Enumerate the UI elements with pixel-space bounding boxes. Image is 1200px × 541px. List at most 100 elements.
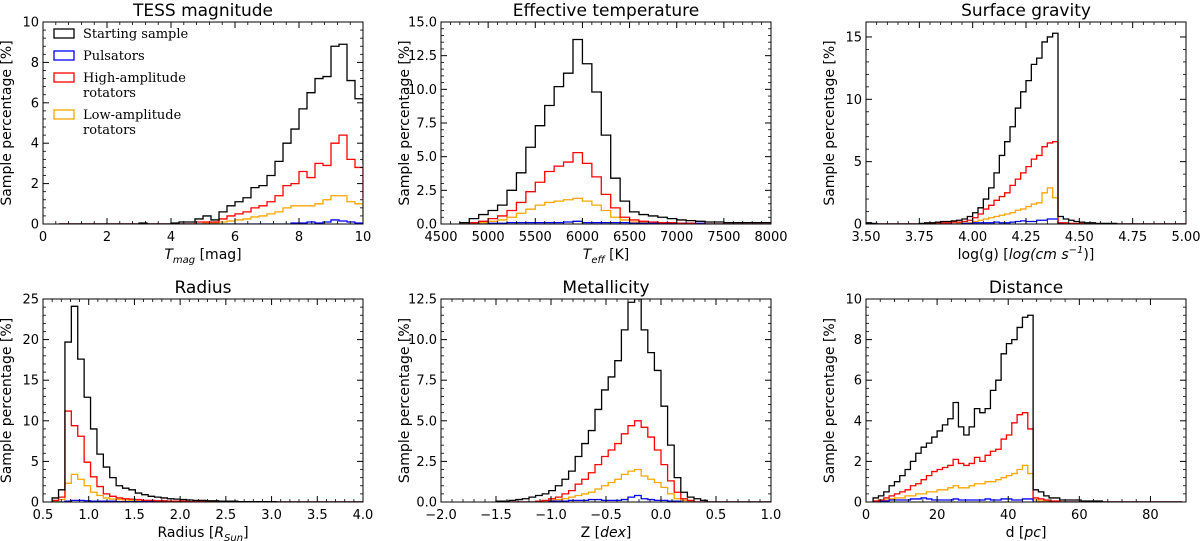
panel-5: −2.0 −1.5 −1.0 −0.5 0.0 0.5 1.0 0.0 2.5 5.0 7.5 10.… [397,278,782,541]
y-tick-label: 10 [845,293,862,308]
y-tick-label: 6 [31,96,39,111]
x-tick-label: 1.0 [78,508,99,523]
x-tick-label: 20 [929,508,946,523]
y-tick-label: 7.5 [416,117,437,132]
histogram-series-low [496,468,771,502]
axes-frame [440,21,772,225]
y-tick-label: 0 [31,496,39,511]
x-tick-label: 3.5 [307,508,328,523]
y-tick-label: 5.0 [416,414,437,429]
x-axis-label: log(g) [log(cm s−1)] [958,245,1095,263]
panel-4: 0.5 1.0 1.5 2.0 2.5 3.0 3.5 4.0 0 5 10 15 20 25 Radius… [0,278,373,541]
histogram-series-starting [872,314,1183,502]
y-tick-label: 8 [854,333,862,348]
x-tick-label: 6500 [613,230,646,245]
panel-title: TESS magnitude [132,1,273,21]
x-tick-label: 8000 [754,230,787,245]
histogram-series-low [51,473,363,502]
x-tick-label: 5000 [472,230,505,245]
y-axis-label: Sample percentage [%] [397,40,413,205]
x-axis-label: Z [dex] [581,525,632,541]
y-tick-label: 8 [31,56,39,71]
histogram-series-starting [51,305,363,502]
y-axis-label: Sample percentage [%] [0,40,15,205]
y-tick-label: 12.5 [408,293,437,308]
y-tick-label: 10 [845,93,862,108]
histogram-series-starting [459,38,771,224]
y-axis-label: Sample percentage [%] [0,318,15,483]
x-tick-label: 3.50 [852,230,881,245]
x-tick-label: 2.5 [216,508,237,523]
legend-label-pulsators: Pulsators [83,49,145,64]
legend-label-starting: Starting sample [83,27,189,42]
x-tick-label: 6000 [566,230,599,245]
histogram-series-starting [495,299,771,502]
legend-swatch-high [53,72,75,83]
x-tick-label: 6 [231,230,239,245]
histogram-series-high [496,420,771,502]
y-tick-label: 0 [854,218,862,233]
y-tick-label: 15.0 [408,16,437,31]
x-tick-label: 4.00 [958,230,987,245]
y-tick-label: 10 [22,16,39,31]
y-tick-label: 0.0 [416,496,437,511]
axes-frame [865,298,1187,503]
x-tick-label: 80 [1142,508,1159,523]
histogram-series-pulsators [59,219,363,224]
y-tick-label: 5.0 [416,150,437,165]
legend: Starting sample Pulsators High-amplitude r… [53,27,189,138]
x-tick-label: 1.0 [761,508,782,523]
y-tick-label: 5 [31,455,39,470]
panel-title: Radius [174,278,231,298]
x-tick-label: 5500 [519,230,552,245]
x-tick-label: 0 [862,508,870,523]
histogram-series-low [872,464,1183,502]
histogram-series-starting [59,43,363,224]
x-tick-label: 0.5 [706,508,727,523]
y-tick-label: 10.0 [408,83,437,98]
x-tick-label: 7000 [660,230,693,245]
y-tick-label: 4 [854,414,862,429]
y-axis-label: Sample percentage [%] [397,318,413,483]
y-tick-label: 2 [854,455,862,470]
histogram-series-group [59,43,363,224]
histogram-series-high [866,141,1186,224]
axes-frame [42,21,364,225]
legend-label-high: rotators [83,86,136,101]
legend-label-low: Low-amplitude [83,108,182,123]
histogram-series-group [495,299,771,502]
legend-label-low: rotators [83,123,136,138]
histogram-series-pulsators [873,497,1183,502]
x-tick-label: 4.75 [1118,230,1147,245]
axes-frame [440,298,772,503]
histogram-series-high [51,410,363,502]
y-tick-label: 2.5 [416,184,437,199]
x-tick-label: 40 [1000,508,1017,523]
legend-swatch-pulsators [53,50,75,61]
y-tick-label: 0 [854,496,862,511]
x-tick-label: −0.5 [590,508,622,523]
x-tick-label: 5.00 [1172,230,1200,245]
y-tick-label: 25 [22,293,39,308]
histogram-series-low [59,195,363,224]
y-axis-label: Sample percentage [%] [822,40,838,205]
panel-title: Distance [989,278,1063,298]
histogram-series-low [459,197,771,224]
histogram-series-pulsators [496,494,771,502]
x-tick-label: 2 [103,230,111,245]
histogram-series-group [872,314,1183,502]
histogram-series-pulsators [866,218,1186,224]
x-tick-label: 10 [355,230,372,245]
x-tick-label: 4500 [424,230,457,245]
x-tick-label: 8 [295,230,303,245]
legend-label-high: High-amplitude [83,71,186,86]
panel-1: 0 2 4 6 8 10 0 2 4 6 8 10 TESS magnitude Tmag [mag] Sa… [0,1,372,266]
histogram-series-high [872,412,1183,502]
y-tick-label: 6 [854,374,862,389]
histogram-series-high [459,151,771,224]
histogram-series-group [51,305,363,502]
x-axis-label: Radius [RSun] [157,525,248,541]
axes-frame [865,21,1187,225]
axes-frame [42,298,364,503]
x-tick-label: 2.0 [170,508,191,523]
